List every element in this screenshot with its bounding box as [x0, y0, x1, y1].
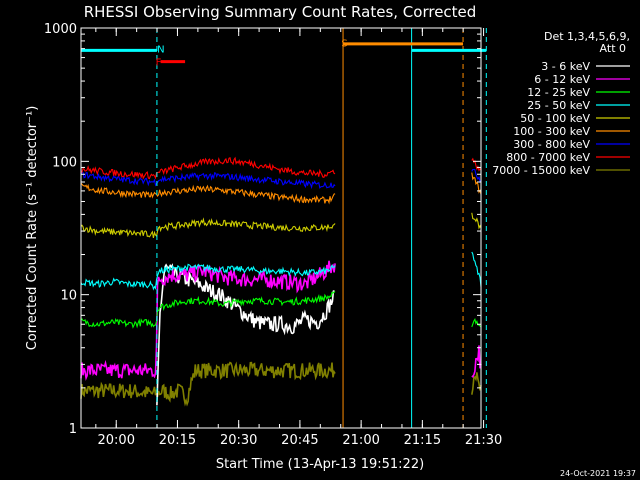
chart-title: RHESSI Observing Summary Count Rates, Co… — [84, 3, 477, 21]
date-stamp: 24-Oct-2021 19:37 — [560, 469, 636, 478]
legend-label-2: 12 - 25 keV — [527, 86, 590, 99]
legend-header-line2: Att 0 — [600, 42, 626, 55]
annotation-F: F — [156, 58, 162, 69]
legend-label-3: 25 - 50 keV — [527, 99, 590, 112]
y-tick-label-0: 1 — [69, 422, 77, 437]
legend-label-0: 3 - 6 keV — [541, 60, 590, 73]
legend-label-5: 100 - 300 keV — [513, 125, 590, 138]
legend-label-6: 300 - 800 keV — [513, 138, 590, 151]
y-tick-label-3: 1000 — [44, 22, 77, 37]
legend-label-1: 6 - 12 keV — [534, 73, 590, 86]
y-axis-label: Corrected Count Rate (s⁻¹ detector⁻¹) — [25, 106, 40, 351]
annotation-S: S — [341, 38, 347, 49]
legend-label-4: 50 - 100 keV — [520, 112, 590, 125]
x-tick-label-0: 20:00 — [98, 433, 135, 448]
y-tick-label-1: 10 — [60, 289, 77, 304]
annotation-N: N — [157, 45, 164, 56]
x-tick-label-5: 21:15 — [404, 433, 441, 448]
x-tick-label-1: 20:15 — [159, 433, 196, 448]
legend-label-8: 7000 - 15000 keV — [492, 164, 590, 177]
x-tick-label-6: 21:30 — [465, 433, 502, 448]
y-tick-label-2: 100 — [52, 155, 77, 170]
legend-label-7: 800 - 7000 keV — [506, 151, 590, 164]
x-tick-label-4: 21:00 — [342, 433, 379, 448]
x-tick-label-3: 20:45 — [281, 433, 318, 448]
x-tick-label-2: 20:30 — [220, 433, 257, 448]
x-axis-label: Start Time (13-Apr-13 19:51:22) — [216, 457, 424, 472]
